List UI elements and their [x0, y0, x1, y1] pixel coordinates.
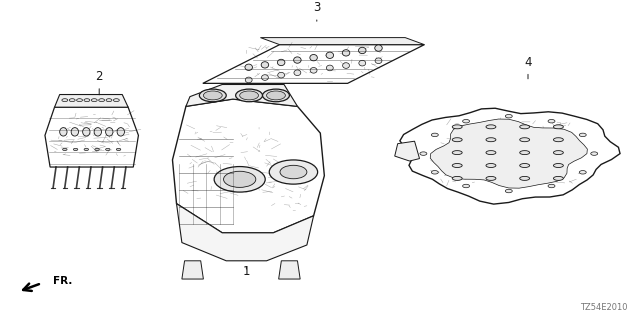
Ellipse shape: [278, 72, 285, 78]
Ellipse shape: [520, 164, 530, 167]
Ellipse shape: [554, 176, 563, 180]
Text: FR.: FR.: [53, 276, 72, 286]
Text: 1: 1: [243, 265, 250, 278]
Ellipse shape: [245, 64, 252, 70]
Polygon shape: [260, 37, 424, 44]
Text: TZ54E2010: TZ54E2010: [580, 303, 627, 312]
Ellipse shape: [520, 176, 530, 180]
Ellipse shape: [245, 77, 252, 83]
Ellipse shape: [326, 52, 333, 59]
Circle shape: [506, 115, 512, 118]
Ellipse shape: [359, 60, 365, 66]
Ellipse shape: [486, 176, 496, 180]
Ellipse shape: [310, 68, 317, 73]
Ellipse shape: [486, 138, 496, 142]
Circle shape: [579, 133, 586, 137]
Ellipse shape: [358, 47, 366, 54]
Ellipse shape: [200, 89, 227, 102]
Circle shape: [84, 99, 90, 102]
Ellipse shape: [60, 128, 67, 136]
Circle shape: [269, 160, 317, 184]
Ellipse shape: [375, 45, 382, 51]
Circle shape: [74, 148, 78, 150]
Circle shape: [113, 99, 119, 102]
Ellipse shape: [554, 164, 563, 167]
Ellipse shape: [452, 176, 462, 180]
Ellipse shape: [342, 50, 350, 56]
Ellipse shape: [486, 151, 496, 155]
Ellipse shape: [261, 62, 269, 68]
Ellipse shape: [452, 138, 462, 142]
Polygon shape: [203, 44, 424, 83]
Circle shape: [62, 99, 68, 102]
Ellipse shape: [520, 151, 530, 155]
Circle shape: [420, 152, 427, 155]
Circle shape: [463, 184, 470, 188]
Polygon shape: [177, 204, 314, 261]
Circle shape: [63, 148, 67, 150]
Circle shape: [77, 99, 83, 102]
Ellipse shape: [486, 125, 496, 129]
Ellipse shape: [83, 128, 90, 136]
Ellipse shape: [262, 89, 289, 102]
Ellipse shape: [71, 128, 79, 136]
Ellipse shape: [294, 70, 301, 76]
Ellipse shape: [262, 75, 268, 80]
Ellipse shape: [267, 91, 285, 100]
Ellipse shape: [326, 65, 333, 71]
Polygon shape: [173, 99, 324, 233]
Circle shape: [84, 148, 88, 150]
Ellipse shape: [240, 91, 259, 100]
Circle shape: [223, 171, 256, 188]
Circle shape: [548, 119, 555, 123]
Circle shape: [579, 171, 586, 174]
Polygon shape: [45, 107, 138, 167]
Ellipse shape: [520, 125, 530, 129]
Ellipse shape: [342, 63, 349, 68]
Circle shape: [106, 99, 112, 102]
Circle shape: [106, 148, 110, 150]
Polygon shape: [400, 108, 620, 204]
Circle shape: [92, 99, 97, 102]
Ellipse shape: [375, 58, 382, 64]
Circle shape: [431, 171, 438, 174]
Text: 3: 3: [313, 1, 321, 21]
Circle shape: [506, 189, 512, 193]
Polygon shape: [54, 94, 128, 107]
Ellipse shape: [117, 128, 124, 136]
Circle shape: [548, 184, 555, 188]
Text: 2: 2: [95, 70, 103, 95]
Ellipse shape: [554, 125, 563, 129]
Text: 4: 4: [524, 56, 532, 79]
Circle shape: [280, 165, 307, 179]
Polygon shape: [395, 141, 420, 161]
Ellipse shape: [310, 54, 317, 61]
Ellipse shape: [486, 164, 496, 167]
Polygon shape: [278, 261, 300, 279]
Polygon shape: [186, 84, 298, 106]
Circle shape: [431, 133, 438, 137]
Circle shape: [591, 152, 598, 155]
Polygon shape: [430, 119, 588, 188]
Ellipse shape: [236, 89, 262, 102]
Ellipse shape: [294, 57, 301, 63]
Ellipse shape: [520, 138, 530, 142]
Circle shape: [116, 148, 121, 150]
Ellipse shape: [277, 59, 285, 66]
Ellipse shape: [554, 151, 563, 155]
Ellipse shape: [204, 91, 222, 100]
Ellipse shape: [452, 125, 462, 129]
Circle shape: [463, 119, 470, 123]
Ellipse shape: [452, 164, 462, 167]
Circle shape: [99, 99, 104, 102]
Ellipse shape: [106, 128, 113, 136]
Ellipse shape: [452, 151, 462, 155]
Polygon shape: [182, 261, 204, 279]
Ellipse shape: [554, 138, 563, 142]
Circle shape: [69, 99, 75, 102]
Circle shape: [214, 166, 265, 192]
Ellipse shape: [94, 128, 102, 136]
Circle shape: [95, 148, 99, 150]
